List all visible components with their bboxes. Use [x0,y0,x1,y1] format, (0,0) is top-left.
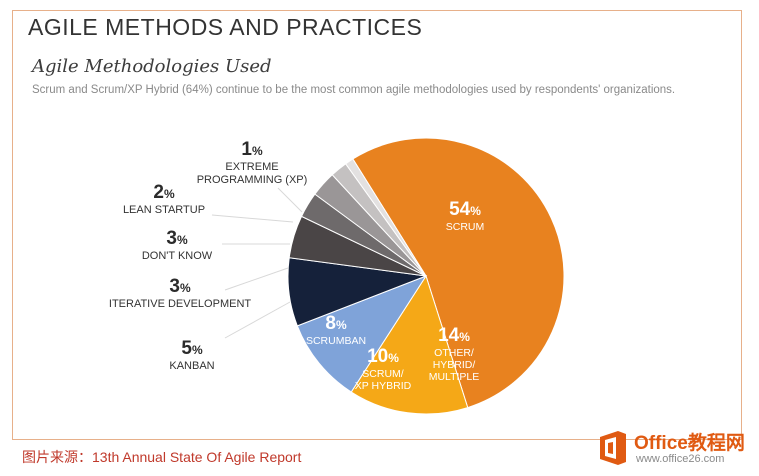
label-scrumban-name: SCRUMBAN [305,335,367,347]
pie-slice-other-hybrid-multiple [350,274,469,415]
label-scrum-name: SCRUM [445,221,485,233]
office-logo-icon [600,431,626,465]
label-kanban-name: KANBAN [169,360,215,372]
label-scrum-value: 54% [449,199,481,220]
label-lean-value: 2% [153,182,175,203]
label-scrumban: 8% SCRUMBAN [276,313,396,348]
pie-slice-scrum-xp-hybrid [296,274,428,393]
logo-url-text: www.office26.com [636,453,725,465]
leader-line-lean [211,214,294,223]
label-kanban-value: 5% [181,338,203,359]
label-scrum-xp-value: 10% [367,346,399,367]
leader-line-kanban [224,301,291,339]
label-kanban: 5% KANBAN [82,339,302,373]
label-iterative-value: 3% [169,276,191,297]
label-lean-name: LEAN STARTUP [122,204,206,216]
pie-slice-scrum [352,137,565,409]
label-lean: 2% LEAN STARTUP [54,183,274,217]
label-other: 14% OTHER/ HYBRID/ MULTIPLE [394,325,514,384]
leader-line-xp [277,187,303,213]
label-dont-know-name: DON'T KNOW [141,250,213,262]
label-scrum-xp-name: SCRUM/ XP HYBRID [354,368,412,392]
leader-line-iterative [224,267,289,291]
chart-subtitle: Agile Methodologies Used [32,56,272,77]
pie-slice-extreme-programming-xp [344,158,427,277]
label-dont-know-value: 3% [166,228,188,249]
label-other-value: 14% [438,325,470,346]
label-dont-know: 3% DON'T KNOW [67,229,287,263]
label-scrumban-value: 8% [325,313,347,334]
label-iterative-name: ITERATIVE DEVELOPMENT [108,298,252,310]
label-xp: 1% EXTREME PROGRAMMING (XP) [142,140,362,187]
label-xp-name: EXTREME PROGRAMMING (XP) [196,161,308,186]
source-caption: 图片来源：13th Annual State Of Agile Report [22,449,302,465]
label-other-name: OTHER/ HYBRID/ MULTIPLE [428,347,480,383]
chart-description: Scrum and Scrum/XP Hybrid (64%) continue… [32,84,676,96]
label-scrum-xp: 10% SCRUM/ XP HYBRID [323,346,443,393]
label-xp-value: 1% [241,139,263,160]
logo-brand-text: Office教程网 [634,433,745,454]
label-scrum: 54% SCRUM [405,199,525,234]
page-title: AGILE METHODS AND PRACTICES [28,14,423,40]
label-iterative: 3% ITERATIVE DEVELOPMENT [70,277,290,311]
site-logo[interactable]: Office教程网 www.office26.com [596,424,756,472]
